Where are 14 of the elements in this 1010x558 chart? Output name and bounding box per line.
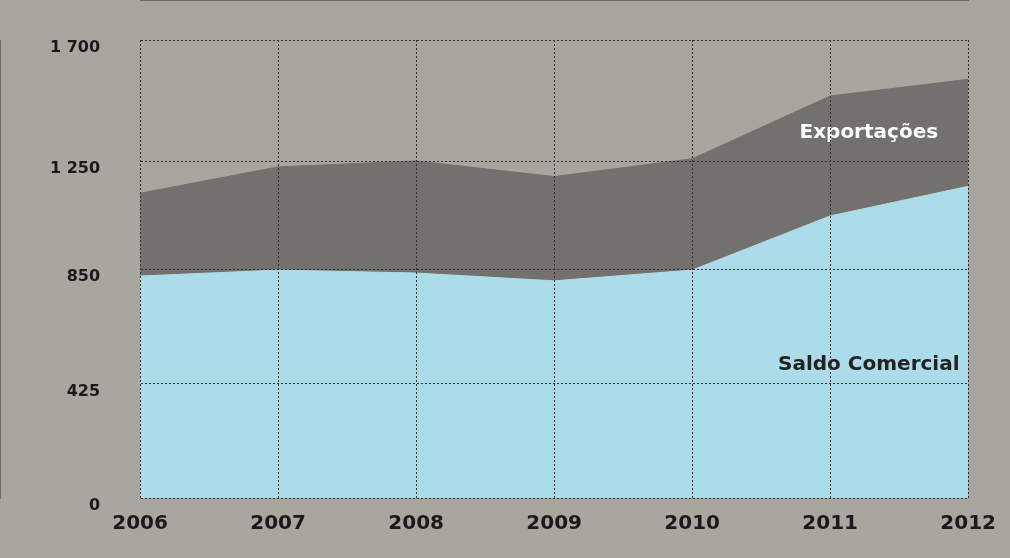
y-tick-label: 1 700 <box>49 37 101 57</box>
x-tick-label: 2007 <box>250 510 306 535</box>
x-tick-label: 2011 <box>802 510 858 535</box>
x-tick-label: 2008 <box>388 510 444 535</box>
x-tick-label: 2010 <box>664 510 720 535</box>
x-tick-label: 2006 <box>112 510 168 535</box>
y-tick-label: 1 250 <box>49 158 101 178</box>
x-tick-label: 2009 <box>526 510 582 535</box>
series-label: Saldo Comercial <box>778 350 960 375</box>
y-tick-label: 850 <box>66 266 101 286</box>
series-label: Exportações <box>799 119 939 144</box>
x-tick-label: 2012 <box>940 510 996 535</box>
y-tick-label: 0 <box>88 495 101 515</box>
y-tick-label: 425 <box>66 380 101 400</box>
